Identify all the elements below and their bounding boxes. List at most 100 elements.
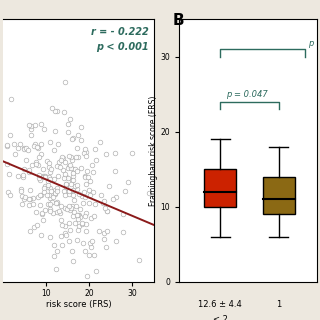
Bar: [204, 169, 236, 207]
Point: [22, 166, 27, 171]
Point: [54, 266, 59, 271]
Point: [68, 181, 73, 186]
Point: [67, 162, 72, 167]
Point: [19, 186, 24, 191]
Point: [5, 143, 10, 148]
Point: [36, 176, 41, 181]
Point: [18, 189, 23, 194]
Point: [76, 154, 81, 159]
Point: [90, 190, 95, 195]
Point: [69, 136, 74, 141]
Point: [72, 184, 77, 189]
Point: [31, 201, 36, 206]
Point: [84, 221, 89, 226]
Point: [56, 174, 61, 179]
Point: [42, 174, 47, 179]
Point: [58, 164, 63, 169]
Point: [52, 176, 57, 181]
Text: 1: 1: [276, 300, 281, 309]
Point: [46, 175, 51, 180]
Point: [50, 106, 55, 111]
Point: [9, 97, 14, 102]
Point: [105, 208, 110, 213]
Point: [60, 156, 66, 161]
X-axis label: risk score (FRS): risk score (FRS): [45, 300, 111, 309]
Point: [45, 182, 50, 188]
Point: [45, 201, 50, 206]
Point: [12, 152, 18, 157]
Point: [38, 151, 43, 156]
Point: [83, 248, 88, 253]
Point: [52, 192, 57, 197]
Point: [75, 132, 80, 137]
Point: [79, 137, 84, 142]
Point: [79, 221, 84, 227]
Point: [42, 173, 47, 178]
Point: [30, 163, 35, 168]
Point: [70, 167, 76, 172]
Point: [71, 136, 76, 141]
Point: [47, 161, 52, 166]
Point: [41, 189, 46, 194]
Point: [64, 181, 69, 186]
Point: [104, 152, 109, 157]
Point: [110, 196, 115, 201]
Point: [92, 147, 98, 152]
Point: [69, 248, 74, 253]
Point: [22, 194, 28, 199]
Point: [67, 116, 72, 121]
Point: [74, 146, 79, 151]
Point: [76, 224, 82, 229]
Point: [82, 150, 87, 156]
Point: [68, 228, 73, 233]
Point: [60, 167, 65, 172]
Point: [67, 188, 72, 194]
Point: [37, 173, 42, 178]
Point: [101, 237, 107, 242]
Point: [69, 177, 75, 182]
Point: [72, 166, 77, 171]
Point: [77, 191, 82, 196]
Point: [52, 191, 58, 196]
Text: B: B: [173, 13, 184, 28]
Point: [102, 205, 107, 211]
Point: [80, 240, 85, 245]
Point: [66, 220, 71, 225]
Point: [39, 122, 44, 127]
Text: p = 0.047: p = 0.047: [226, 91, 268, 100]
Point: [88, 240, 93, 245]
Text: < 2: < 2: [213, 315, 228, 320]
Point: [28, 229, 33, 234]
Point: [60, 154, 65, 159]
Point: [93, 202, 98, 207]
Point: [74, 182, 79, 188]
Point: [52, 128, 57, 133]
Point: [31, 196, 36, 201]
Text: 12.6 ± 4.4: 12.6 ± 4.4: [198, 300, 242, 309]
Point: [120, 212, 125, 217]
Point: [49, 166, 54, 172]
Point: [87, 193, 92, 198]
Point: [99, 192, 104, 197]
Point: [27, 169, 32, 174]
Point: [24, 157, 29, 163]
Point: [75, 217, 80, 222]
Point: [96, 229, 101, 234]
Point: [113, 168, 118, 173]
Point: [43, 175, 48, 180]
Y-axis label: Framingham risk score (FRS): Framingham risk score (FRS): [149, 95, 158, 205]
Point: [48, 188, 53, 194]
Point: [26, 148, 31, 153]
Point: [68, 165, 73, 170]
Point: [67, 163, 72, 168]
Point: [91, 252, 96, 257]
Point: [41, 173, 46, 178]
Point: [66, 153, 71, 158]
Text: r = - 0.222
p < 0.001: r = - 0.222 p < 0.001: [91, 27, 149, 52]
Point: [84, 168, 90, 173]
Point: [20, 193, 25, 198]
Point: [87, 200, 92, 205]
Point: [106, 184, 111, 189]
Point: [44, 158, 49, 164]
Point: [72, 220, 77, 225]
